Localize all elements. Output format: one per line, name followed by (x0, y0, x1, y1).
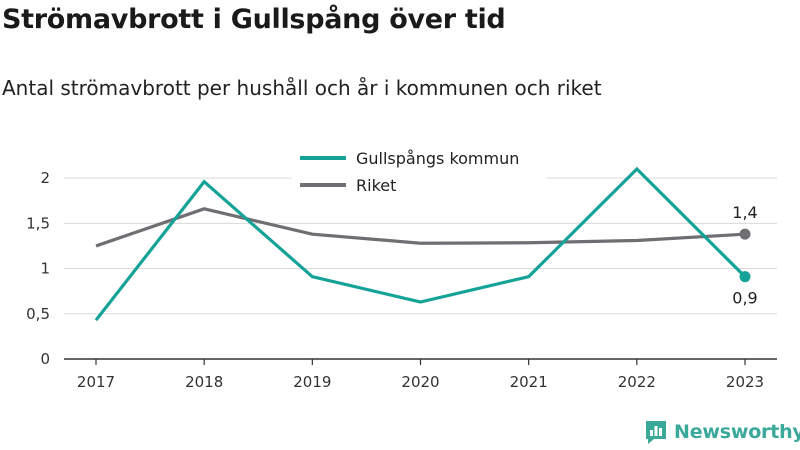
x-tick-label: 2018 (185, 373, 223, 391)
x-tick-label: 2019 (293, 373, 331, 391)
end-label-kommun: 0,9 (732, 289, 757, 308)
legend-bg (292, 175, 547, 197)
y-tick-label: 0 (40, 350, 50, 368)
chart-title: Strömavbrott i Gullspång över tid (2, 4, 506, 35)
series-line-riket (95, 207, 746, 248)
legend-label: Gullspångs kommun (356, 149, 519, 168)
y-tick-label: 1,5 (26, 214, 50, 232)
legend-label: Riket (356, 176, 396, 195)
x-tick-label: 2022 (618, 373, 656, 391)
end-point-kommun (739, 271, 751, 283)
x-tick-label: 2023 (726, 373, 764, 391)
legend-bg (292, 148, 547, 170)
y-tick-label: 0,5 (26, 305, 50, 323)
newsworthy-brand[interactable]: Newsworthy (644, 419, 800, 445)
x-tick-label: 2020 (401, 373, 439, 391)
x-tick-label: 2021 (510, 373, 548, 391)
y-tick-label: 1 (40, 260, 50, 278)
end-point-riket (739, 228, 751, 240)
brand-name: Newsworthy (674, 421, 800, 443)
x-tick-label: 2017 (77, 373, 115, 391)
series-line-gullspangs-kommun (94, 166, 747, 322)
newsworthy-logo-icon (646, 421, 666, 444)
chart-subtitle: Antal strömavbrott per hushåll och år i … (2, 76, 602, 100)
end-label-riket: 1,4 (732, 203, 757, 222)
y-tick-label: 2 (40, 169, 50, 187)
